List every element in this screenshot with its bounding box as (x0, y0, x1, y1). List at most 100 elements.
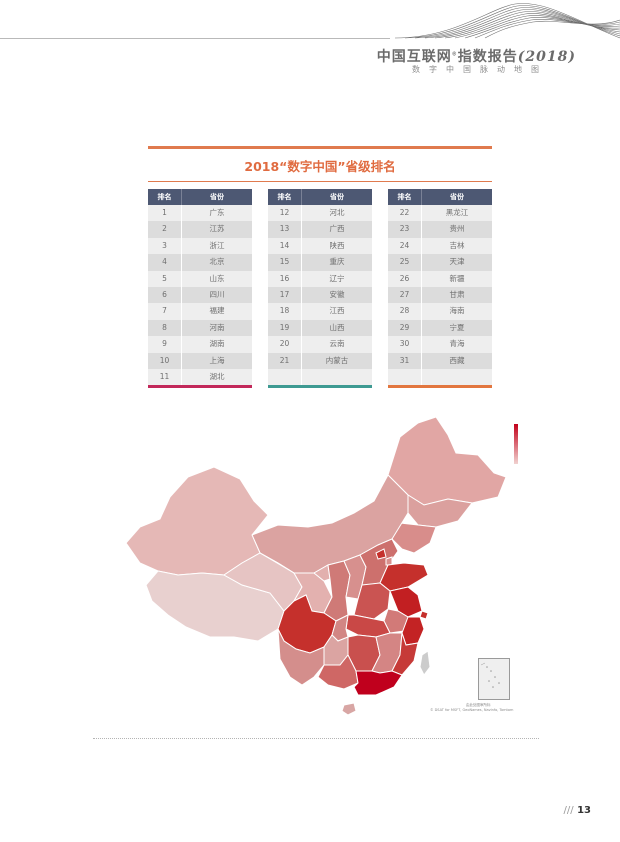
rank-cell: 8 (162, 322, 167, 332)
rank-cell: 2 (162, 224, 167, 234)
header-rank: 排名 (397, 193, 412, 201)
rank-cell: 11 (159, 371, 170, 381)
province-cell: 宁夏 (421, 319, 492, 337)
province-cell: 内蒙古 (301, 352, 372, 369)
rank-cell: 9 (162, 339, 167, 349)
table-row: 4 北京 (148, 254, 252, 271)
province-cell: 浙江 (181, 237, 252, 255)
rank-cell: 31 (399, 355, 410, 365)
table-row: 26 新疆 (388, 270, 492, 287)
rank-cell: 26 (399, 273, 410, 283)
province-cell: 海南 (421, 303, 492, 320)
rank-cell: 15 (279, 257, 290, 267)
table-row: 22 黑龙江 (388, 205, 492, 222)
province-cell: 山西 (301, 319, 372, 337)
header-rank: 排名 (277, 193, 292, 201)
table-row: 21 内蒙古 (268, 352, 372, 369)
table-row: 27 甘肃 (388, 286, 492, 304)
province-ranking-panel: 2018“数字中国”省级排名 排名 省份 1 广东 2 江苏 3 浙江 4 北京 5 山东 6 四川 7 福建… (148, 146, 492, 389)
region-tibet (145, 570, 285, 642)
province-cell: 上海 (181, 352, 252, 369)
province-cell: 甘肃 (421, 286, 492, 304)
map-credit-line2: © DSAT for MSFT, GeoNames, Navinfo, Tomt… (430, 708, 514, 712)
province-cell: 河南 (181, 319, 252, 337)
rank-cell: 28 (399, 306, 410, 316)
table-row: 23 贵州 (388, 221, 492, 238)
province-cell: 江西 (301, 303, 372, 320)
header-province: 省份 (181, 189, 252, 205)
map-color-legend (514, 424, 518, 464)
province-cell (421, 368, 492, 386)
table-row: 14 陕西 (268, 237, 372, 255)
rank-cell: 5 (162, 273, 167, 283)
region-jilin (407, 494, 473, 528)
province-cell: 广东 (181, 205, 252, 222)
table-row: 20 云南 (268, 336, 372, 353)
rank-cell (388, 369, 421, 385)
ranking-tables: 排名 省份 1 广东 2 江苏 3 浙江 4 北京 5 山东 6 四川 7 福建 8 河南 9 湖南 10 上海 11 湖北排… (148, 189, 492, 389)
rank-cell: 3 (162, 240, 167, 250)
ranking-title: 2018“数字中国”省级排名 (244, 159, 396, 174)
rank-cell: 14 (279, 240, 290, 250)
rank-cell (268, 369, 301, 385)
rank-cell: 27 (399, 289, 410, 299)
rank-cell: 29 (399, 322, 410, 332)
table-row: 28 海南 (388, 303, 492, 320)
table-row: 9 湖南 (148, 336, 252, 353)
province-cell: 安徽 (301, 286, 372, 304)
province-cell: 黑龙江 (421, 205, 492, 222)
ranking-table-2: 排名 省份 12 河北 13 广西 14 陕西 15 重庆 16 辽宁 17 安徽 18 江西 19 山西 20 云南… (268, 189, 372, 389)
header-rank: 排名 (157, 193, 172, 201)
ranking-table-header: 排名 省份 (268, 189, 372, 205)
ranking-table-1: 排名 省份 1 广东 2 江苏 3 浙江 4 北京 5 山东 6 四川 7 福建 8 河南 9 湖南 10 上海 11 湖北 (148, 189, 252, 389)
province-cell (301, 368, 372, 386)
ranking-top-rule (148, 146, 492, 149)
table-row: 11 湖北 (148, 368, 252, 386)
report-title: 中国互联网®指数报告(2018) (376, 49, 576, 65)
rank-cell: 17 (279, 289, 290, 299)
rank-cell: 1 (162, 208, 167, 217)
region-shandong (379, 562, 429, 592)
table-row: 8 河南 (148, 319, 252, 337)
table-row: 29 宁夏 (388, 319, 492, 337)
table-row: 18 江西 (268, 303, 372, 320)
rank-cell: 10 (159, 355, 170, 365)
region-heilongjiang (387, 416, 507, 506)
table-row: 15 重庆 (268, 254, 372, 271)
province-cell: 新疆 (421, 270, 492, 287)
table-row: 1 广东 (148, 205, 252, 222)
table-row (268, 368, 372, 386)
rank-cell: 18 (279, 306, 290, 316)
province-cell: 重庆 (301, 254, 372, 271)
ranking-title-rule (148, 181, 492, 182)
region-fujian (391, 632, 419, 676)
table-row: 24 吉林 (388, 237, 492, 255)
rank-cell: 12 (279, 208, 290, 217)
region-beijing (375, 548, 387, 560)
province-cell: 陕西 (301, 237, 372, 255)
rank-cell: 24 (399, 240, 410, 250)
province-cell: 西藏 (421, 352, 492, 369)
footer-dotted-rule (93, 738, 539, 739)
map-credit-line1: 由此处图审所标 (466, 703, 491, 707)
report-subtitle: 数字中国脉动地图 (412, 65, 548, 74)
province-cell: 湖北 (181, 368, 252, 386)
province-cell: 湖南 (181, 336, 252, 353)
header-wave-decoration (395, 3, 620, 39)
table-row: 25 天津 (388, 254, 492, 271)
region-liaoning (391, 522, 437, 554)
province-cell: 江苏 (181, 221, 252, 238)
table-row: 10 上海 (148, 352, 252, 369)
rank-cell: 23 (399, 224, 410, 234)
ranking-table-3: 排名 省份 22 黑龙江 23 贵州 24 吉林 25 天津 26 新疆 27 甘肃 28 海南 29 宁夏 30 青… (388, 189, 492, 389)
region-taiwan (419, 650, 431, 676)
province-cell: 广西 (301, 221, 372, 238)
province-cell: 青海 (421, 336, 492, 353)
header-rule (0, 38, 390, 39)
page-number: /// 13 (563, 805, 591, 816)
table-row: 12 河北 (268, 205, 372, 222)
table-row: 13 广西 (268, 221, 372, 238)
province-cell: 四川 (181, 286, 252, 304)
table-row: 17 安徽 (268, 286, 372, 304)
ranking-table-accent-rule (148, 385, 252, 389)
